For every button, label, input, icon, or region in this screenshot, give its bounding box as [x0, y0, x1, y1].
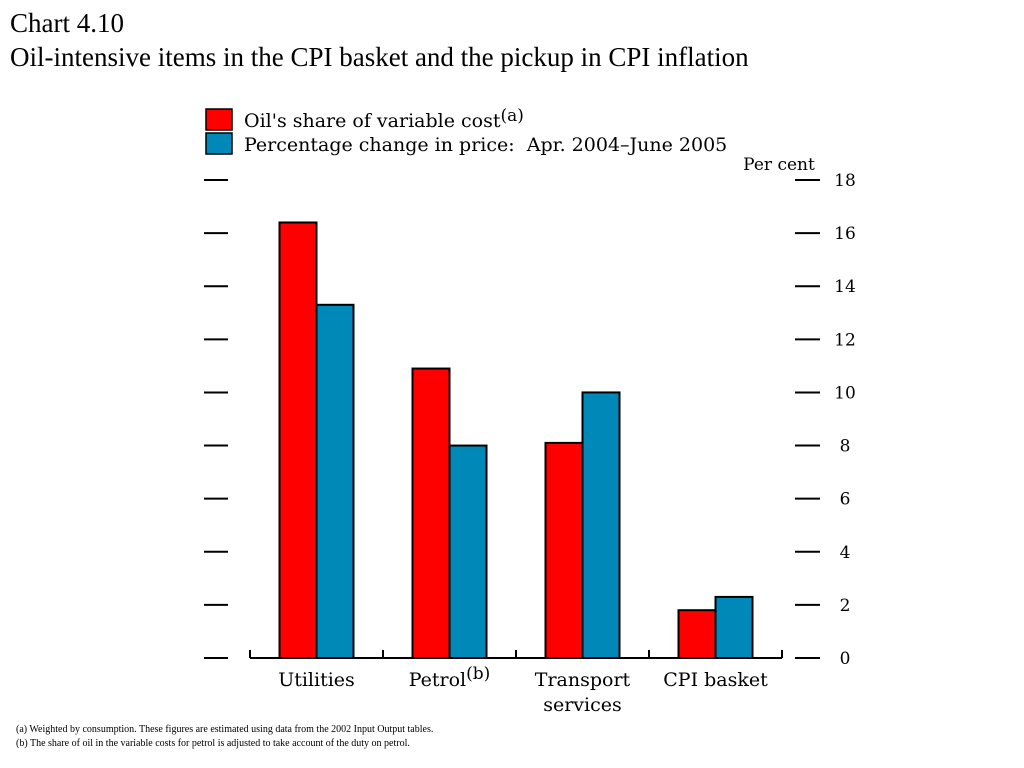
bar-oil-share [411, 367, 451, 659]
y-tick-label: 4 [840, 543, 851, 563]
bar-price-change [581, 391, 621, 659]
x-category-label: services [543, 694, 622, 716]
bar-chart: 0 2 4 6 8 10 12 14 16 18 Per cent Oil's share of va… [204, 106, 856, 716]
chart-number: Chart 4.10 [10, 8, 124, 38]
footnote-a: (a) Weighted by consumption. These figur… [16, 724, 434, 735]
y-tick-label: 8 [840, 437, 851, 457]
legend-swatch [205, 108, 233, 131]
chart-title: Oil-intensive items in the CPI basket an… [10, 42, 749, 72]
x-category-label-superscript: (b) [466, 664, 490, 684]
legend-label: Percentage change in price: Apr. 2004–Ju… [244, 134, 727, 156]
x-category-label: Petrol(b) [409, 664, 491, 691]
y-tick-label: 10 [834, 383, 856, 403]
legend-label-text: Percentage change in price: Apr. 2004–Ju… [244, 134, 727, 156]
x-category-label-text: CPI basket [663, 669, 768, 691]
bar-oil-share [278, 221, 318, 659]
x-category-label: Utilities [278, 669, 355, 691]
x-category-label-text: Transport [535, 669, 631, 691]
bar-price-change [448, 444, 488, 659]
x-category-label-text: services [543, 694, 622, 716]
bar-price-change [714, 595, 754, 660]
y-tick-label: 18 [834, 171, 856, 191]
footnotes: (a) Weighted by consumption. These figur… [16, 723, 433, 751]
y-tick-label: 14 [834, 277, 856, 297]
legend-swatch [205, 132, 233, 155]
title-block: Chart 4.10 Oil-intensive items in the CP… [10, 6, 749, 74]
y-tick-label: 12 [834, 330, 856, 350]
y-tick-label: 16 [834, 224, 856, 244]
footnote-b: (b) The share of oil in the variable cos… [16, 738, 410, 749]
y-tick-label: 6 [840, 490, 851, 510]
y-tick-label: 0 [840, 649, 851, 669]
x-category-label-text: Utilities [278, 669, 355, 691]
y-axis-label: Per cent [743, 155, 815, 175]
x-category-label-text: Petrol [409, 669, 466, 691]
bar-oil-share [677, 609, 717, 660]
legend-label-superscript: (a) [500, 106, 523, 126]
y-tick-label: 2 [840, 596, 851, 616]
bar-oil-share [544, 441, 584, 659]
x-category-label: CPI basket [663, 669, 768, 691]
legend-label-text: Oil's share of variable cost [244, 110, 501, 132]
x-category-label: Transport [535, 669, 631, 691]
bar-price-change [315, 303, 355, 659]
legend-label: Oil's share of variable cost(a) [244, 106, 524, 132]
